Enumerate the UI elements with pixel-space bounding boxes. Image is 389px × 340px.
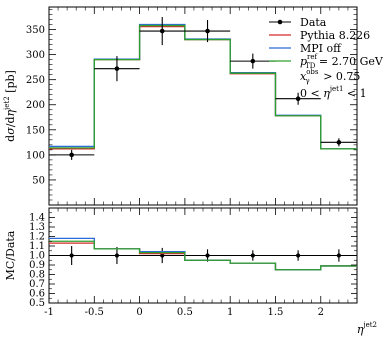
y-tick-label: 150 [26, 125, 45, 136]
ratio-y-tick-label: 1.1 [29, 241, 45, 252]
x-axis-label: ηjet2 [357, 321, 377, 336]
annotation-ptd: pref TD = 2.70 GeV [300, 53, 384, 70]
axis-labels: dσ/dηjet2 [pb] MC/Data ηjet2 [3, 70, 377, 336]
data-point [336, 140, 342, 145]
y-tick-label: 250 [26, 75, 45, 86]
x-tick-label: 0 [136, 307, 142, 318]
main-panel: 50 100 150 200 250 300 350 [26, 6, 358, 206]
y-tick-label: 300 [26, 50, 45, 61]
y-tick-label: 200 [26, 100, 45, 111]
ratio-y-tick-label: 0.8 [29, 270, 45, 281]
ratio-y-axis-label: MC/Data [4, 230, 17, 280]
ratio-y-tick-label: 0.6 [29, 289, 45, 300]
ratio-y-tick-label: 1.4 [29, 213, 45, 224]
data-point [114, 66, 120, 71]
ratio-data-point [160, 253, 165, 258]
data-point [250, 58, 256, 64]
data-point [205, 28, 210, 34]
ratio-series-line-2 [49, 237, 357, 271]
ratio-y-tick-label: 0.7 [29, 279, 45, 290]
data-point [69, 152, 74, 158]
legend-label-data: Data [300, 16, 327, 29]
ratio-series-line-3 [49, 240, 357, 271]
ratio-y-tick-label: 1.2 [29, 232, 45, 243]
legend-data-marker [277, 19, 283, 25]
ratio-y-tick-label: 0.9 [29, 260, 45, 271]
ratio-y-tick-label: 1.0 [29, 251, 45, 262]
x-tick-label: 1 [227, 307, 233, 318]
ratio-data-point [205, 253, 210, 258]
ratio-y-tick-label: 1.3 [29, 222, 45, 233]
ratio-panel: 0.50.60.70.80.91.01.11.21.31.4-1 -0.5 0 0.5… [29, 207, 358, 318]
x-tick-label: 2 [318, 307, 324, 318]
y-axis-label: dσ/dηjet2 [pb] [3, 70, 17, 142]
data-point [295, 96, 301, 102]
legend-label-2: MPI off [300, 42, 342, 55]
x-tick-label: -1 [44, 307, 54, 318]
ratio-data-point [296, 253, 301, 258]
data-point [159, 28, 165, 34]
ratio-data-point [69, 253, 74, 258]
ratio-data-point [336, 253, 341, 258]
x-tick-label: -0.5 [85, 307, 104, 318]
ratio-y-tick-label: 0.5 [29, 298, 45, 309]
ratio-series-line-1 [49, 242, 357, 271]
y-tick-label: 100 [26, 150, 45, 161]
annotation-eta1: 0 < ηjet1 < 1 [300, 85, 367, 100]
annotation-xgamma: xobs γ > 0.75 [300, 68, 360, 85]
y-tick-label: 50 [32, 175, 45, 186]
legend-label-1: Pythia 8.226 [300, 29, 370, 42]
x-tick-label: 1.5 [268, 307, 284, 318]
ratio-data-point [250, 253, 255, 258]
y-tick-label: 350 [26, 25, 45, 36]
x-tick-label: 0.5 [177, 307, 193, 318]
ratio-data-point [114, 253, 120, 258]
